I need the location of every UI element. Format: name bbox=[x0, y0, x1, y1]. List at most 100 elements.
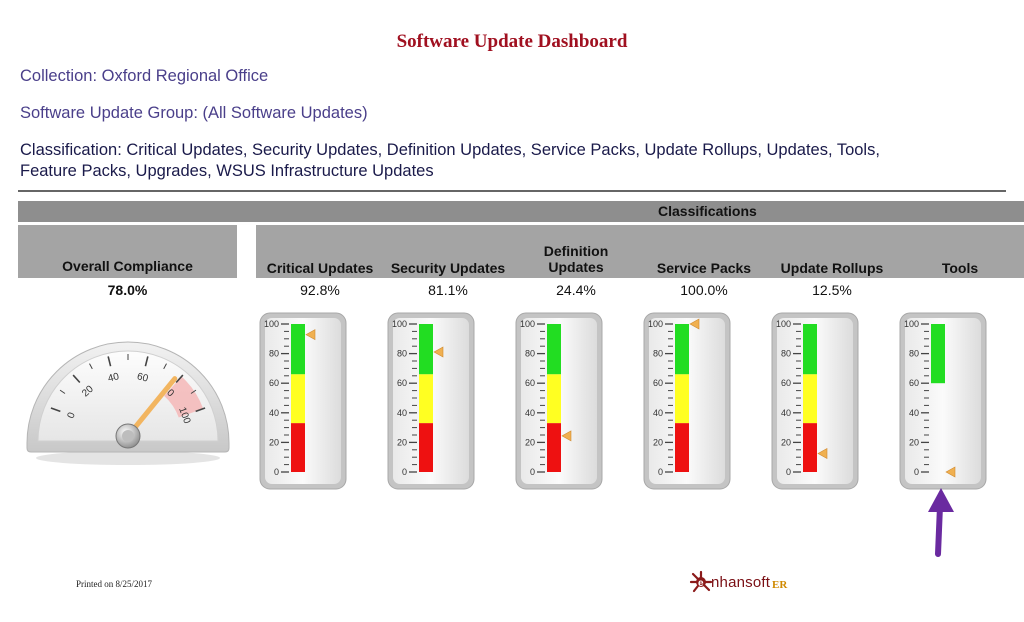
gauge-tick-label: 80 bbox=[525, 349, 535, 359]
thermometer-gauge-5: 100 80 60 40 20 0 bbox=[899, 312, 987, 490]
gauge-band-yellow bbox=[547, 374, 561, 424]
thermometer-gauge-2: 100 80 60 40 20 0 bbox=[515, 312, 603, 490]
gauge-value-marker bbox=[817, 447, 828, 460]
column-header-line-1: Update Rollups bbox=[780, 260, 884, 276]
gauge-tick-label: 40 bbox=[653, 408, 663, 418]
gauge-band-green bbox=[419, 324, 433, 375]
gauge-tick-label: 80 bbox=[397, 349, 407, 359]
speedometer-tick bbox=[195, 407, 206, 413]
speedometer-tick bbox=[59, 389, 66, 394]
gauge-band-yellow bbox=[803, 374, 817, 424]
gauge-tick-label: 40 bbox=[525, 408, 535, 418]
classifications-header-label: Classifications bbox=[658, 203, 757, 219]
enhansoft-logo-text: nhansoft bbox=[711, 574, 771, 591]
classification-label: Classification: Critical Updates, Securi… bbox=[20, 140, 1005, 182]
thermometer-gauge-1: 100 80 60 40 20 0 bbox=[387, 312, 475, 490]
column-header-line-1: Definition bbox=[543, 243, 609, 259]
gauge-tick-label: 60 bbox=[525, 378, 535, 388]
gauge-value-marker bbox=[433, 346, 444, 358]
column-header-1: Security Updates bbox=[384, 260, 512, 276]
thermometer-gauge-4: 100 80 60 40 20 0 bbox=[771, 312, 859, 490]
gauge-band-green bbox=[675, 324, 689, 375]
header-divider bbox=[18, 190, 1006, 192]
column-header-3: Service Packs bbox=[640, 260, 768, 276]
gauge-tick-label: 100 bbox=[392, 319, 407, 329]
gauge-tick-label: 100 bbox=[264, 319, 279, 329]
gauge-tick-label: 0 bbox=[530, 467, 535, 477]
overall-compliance-value: 78.0% bbox=[107, 282, 148, 298]
speedometer-face bbox=[37, 350, 219, 442]
gauge-tick-label: 20 bbox=[909, 437, 919, 447]
overall-header-band bbox=[18, 225, 237, 278]
gauge-tick-label: 60 bbox=[781, 378, 791, 388]
column-header-line-2: Updates bbox=[548, 259, 604, 275]
column-value-4: 12.5% bbox=[812, 282, 852, 298]
gauge-band-green bbox=[803, 324, 817, 375]
gauge-tick-label: 20 bbox=[269, 437, 279, 447]
gauge-tick-label: 60 bbox=[269, 378, 279, 388]
gauge-band-green bbox=[547, 324, 561, 375]
speedometer-tick bbox=[144, 356, 149, 367]
gauge-tick-label: 0 bbox=[786, 467, 791, 477]
gauge-band-yellow bbox=[419, 374, 433, 424]
speedometer-shadow bbox=[36, 451, 220, 465]
update-group-label: Software Update Group: (All Software Upd… bbox=[20, 104, 368, 122]
classifications-header: Classifications bbox=[18, 201, 1024, 222]
column-header-line-1: Critical Updates bbox=[266, 260, 374, 276]
gauge-tick-label: 0 bbox=[402, 467, 407, 477]
gauge-band-red bbox=[803, 423, 817, 472]
gauge-value-marker bbox=[561, 430, 572, 442]
speedometer-tick bbox=[50, 407, 61, 413]
column-header-5: Tools bbox=[896, 260, 1024, 276]
column-header-4: Update Rollups bbox=[768, 260, 896, 276]
gauge-tick-label: 40 bbox=[909, 408, 919, 418]
thermometer-gauge-3: 100 80 60 40 20 0 bbox=[643, 312, 731, 490]
column-value-2: 24.4% bbox=[556, 282, 596, 298]
thermometer-gauge-0: 100 80 60 40 20 0 bbox=[259, 312, 347, 490]
collection-label: Collection: Oxford Regional Office bbox=[20, 67, 269, 85]
column-value-0: 92.8% bbox=[300, 282, 340, 298]
printed-date: Printed on 8/25/2017 bbox=[76, 579, 152, 589]
speedometer-tick bbox=[175, 374, 184, 384]
gauge-band-yellow bbox=[675, 374, 689, 424]
column-header-line-1: Tools bbox=[941, 260, 979, 276]
gauge-band-green bbox=[291, 324, 305, 375]
gauge-tick-label: 100 bbox=[520, 319, 535, 329]
gauge-tick-label: 80 bbox=[269, 349, 279, 359]
enhansoft-logo-icon: e bbox=[689, 570, 713, 593]
gauge-tick-label: 40 bbox=[781, 408, 791, 418]
gauge-band-yellow bbox=[291, 374, 305, 424]
gauge-tick-label: 100 bbox=[776, 319, 791, 329]
gauge-tick-label: 0 bbox=[274, 467, 279, 477]
speedometer-danger-zone bbox=[164, 376, 204, 418]
column-value-1: 81.1% bbox=[428, 282, 468, 298]
speedometer-tick-label: 100 bbox=[176, 406, 192, 426]
column-header-line-1: Security Updates bbox=[390, 260, 506, 276]
gauge-tick-label: 20 bbox=[781, 437, 791, 447]
speedometer-tick bbox=[72, 374, 81, 384]
speedometer-tick-label: 40 bbox=[107, 371, 121, 384]
gauge-tick-label: 20 bbox=[525, 437, 535, 447]
speedometer-tick bbox=[89, 363, 93, 370]
gauge-tick-label: 40 bbox=[397, 408, 407, 418]
tools-callout-arrow-icon bbox=[928, 488, 954, 557]
gauge-tick-label: 20 bbox=[397, 437, 407, 447]
gauge-value-marker bbox=[305, 329, 316, 341]
gauge-tick-label: 80 bbox=[653, 349, 663, 359]
classification-line-2: Feature Packs, Upgrades, WSUS Infrastruc… bbox=[20, 162, 434, 180]
gauge-tick-label: 80 bbox=[781, 349, 791, 359]
speedometer-tick bbox=[190, 389, 197, 394]
gauge-band-red bbox=[547, 423, 561, 472]
column-header-0: Critical Updates bbox=[256, 260, 384, 276]
overall-compliance-label: Overall Compliance bbox=[62, 258, 193, 274]
classifications-header-band bbox=[256, 225, 1024, 278]
speedometer-tick bbox=[163, 363, 167, 370]
gauge-tick-label: 0 bbox=[914, 467, 919, 477]
column-header-2: Definition Updates bbox=[512, 243, 640, 275]
enhansoft-logo-initial: e bbox=[698, 578, 704, 589]
gauge-tick-label: 60 bbox=[909, 378, 919, 388]
page-title: Software Update Dashboard bbox=[396, 31, 628, 52]
gauge-tick-label: 100 bbox=[648, 319, 663, 329]
speedometer-tick bbox=[107, 356, 112, 367]
